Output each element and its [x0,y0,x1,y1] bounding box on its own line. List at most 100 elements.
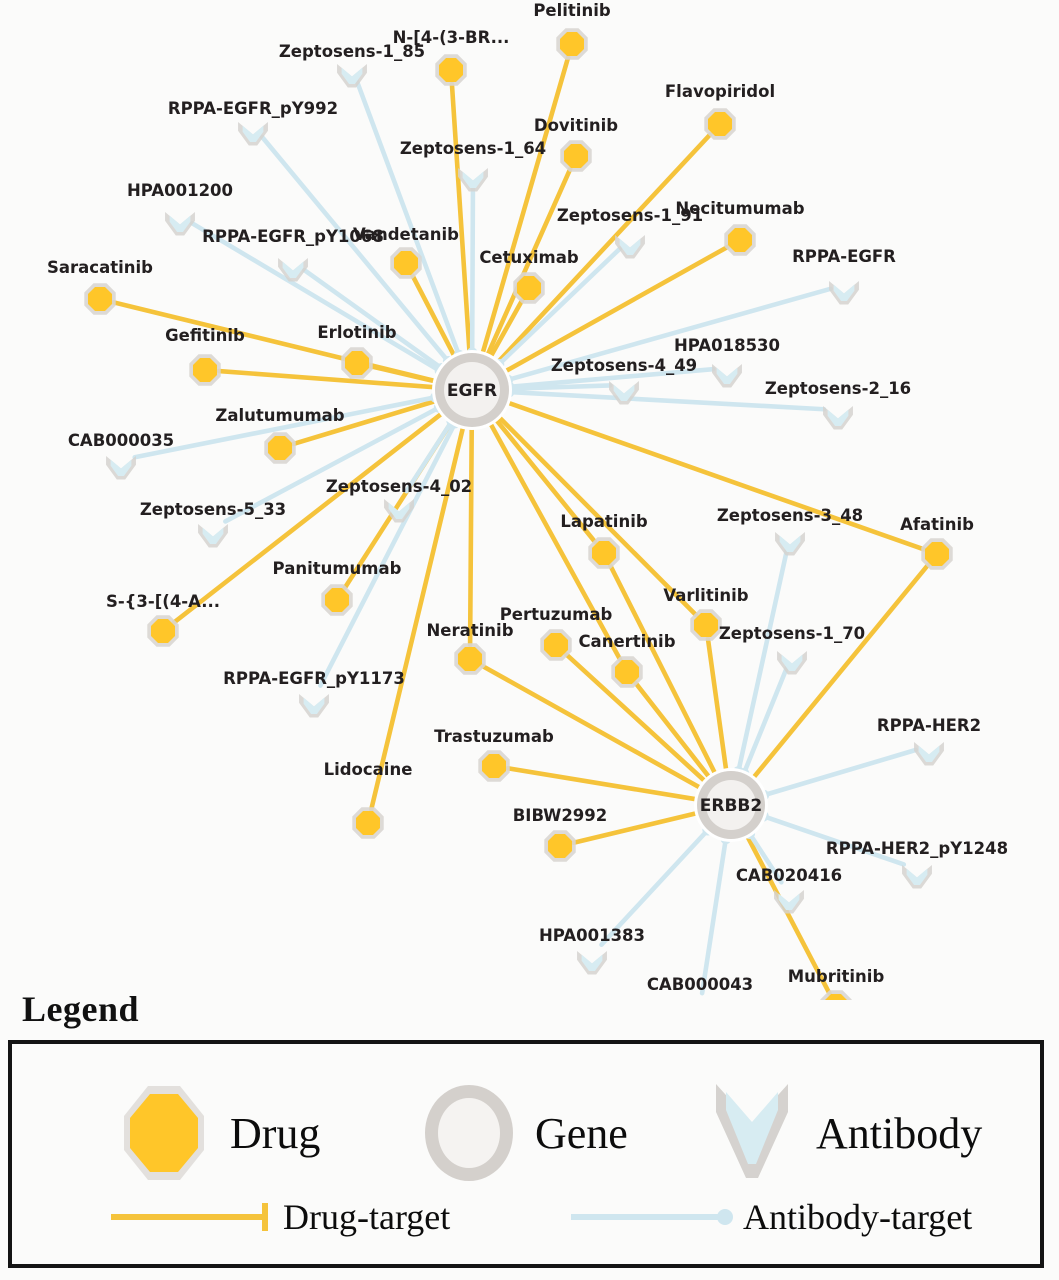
antibody-node[interactable] [238,122,268,146]
drug-node[interactable] [556,28,588,60]
drug-node-label: Dovitinib [534,116,618,135]
edge [705,636,729,773]
drug-node-label: Vandetanib [353,225,459,244]
drug-node-label: N-[4-(3-BR... [393,28,510,47]
antibody-node-label: Zeptosens-3_48 [717,506,863,525]
drug-node[interactable] [704,108,736,140]
edge [223,405,441,524]
drug-node[interactable] [189,354,221,386]
legend-item-gene: Gene [417,1078,628,1188]
antibody-node-label: RPPA-EGFR_pY1173 [223,669,405,688]
edge [741,665,790,775]
antibody-node[interactable] [712,364,742,388]
antibody-node[interactable] [198,524,228,548]
edge [495,131,713,365]
drug-node[interactable] [820,990,852,1000]
antibody-node[interactable] [829,281,859,305]
drug-node[interactable] [921,538,953,570]
antibody-node[interactable] [106,456,136,480]
drug-node[interactable] [435,54,467,86]
legend-box: Drug Gene Antibody [8,1040,1044,1268]
drug-node-label: Pertuzumab [500,605,613,624]
edge [507,389,827,412]
drug-node[interactable] [611,656,643,688]
edge [747,832,784,885]
drug-node-label: Pelitinib [533,1,611,20]
edge [132,395,438,460]
edge [259,134,451,364]
gene-node-label: ERBB2 [700,796,762,816]
edge [761,814,907,867]
drug-node-label: Neratinib [426,621,513,640]
gene-node[interactable] [694,768,768,842]
edge [750,562,931,781]
drug-node[interactable] [352,807,384,839]
antibody-node[interactable] [384,499,414,523]
drug-icon [124,1086,204,1180]
drug-node[interactable] [588,537,620,569]
network-graph-canvas: Pelitinib N-[4-(3-BR... Flavopiridol Doviti… [47,1,1008,1000]
drug-node[interactable] [724,224,756,256]
legend-item-antibody: Antibody [702,1078,982,1188]
drug-node[interactable] [513,272,545,304]
antibody-node[interactable] [914,742,944,766]
antibody-node[interactable] [337,64,367,88]
antibody-node-label: RPPA-EGFR [792,247,896,266]
antibody-node[interactable] [278,258,308,282]
antibody-node[interactable] [823,406,853,430]
nodes-layer [84,28,953,1000]
antibody-node[interactable] [775,532,805,556]
antibody-node[interactable] [777,651,807,675]
antibody-node[interactable] [577,951,607,975]
edge [216,368,437,390]
antibody-node-label: Zeptosens-1_91 [557,206,703,225]
drug-node[interactable] [540,629,572,661]
drug-node[interactable] [321,584,353,616]
drug-node[interactable] [454,643,486,675]
antibody-node[interactable] [299,694,329,718]
edge [505,400,927,552]
edge [496,414,699,618]
drug-node-label: BIBW2992 [513,806,608,825]
drug-node-label: Erlotinib [317,323,396,342]
antibody-node[interactable] [615,235,645,259]
edge [479,663,703,791]
drug-node[interactable] [264,432,296,464]
gene-icon [425,1085,513,1181]
antibody-node[interactable] [165,212,195,236]
drug-node-label: Zalutumumab [215,406,344,425]
legend-label-drug: Drug [230,1108,321,1158]
antibody-target-edge-icon [571,1209,733,1225]
drug-node-label: Mubritinib [788,967,885,986]
drug-node[interactable] [147,615,179,647]
edge [488,297,525,360]
drug-node[interactable] [690,609,722,641]
drug-node[interactable] [390,247,422,279]
drug-node-label: Panitumumab [273,559,402,578]
edge [449,81,472,355]
drug-node-label: Varlitinib [663,586,748,605]
antibody-node-label: HPA001200 [127,181,233,200]
edge [564,652,708,784]
edge [744,833,832,996]
drug-node[interactable] [84,283,116,315]
legend-label-antibody-target: Antibody-target [743,1197,973,1237]
antibody-node[interactable] [609,381,639,405]
edge [505,765,699,802]
gene-node[interactable] [432,350,512,430]
edge [485,166,573,358]
drug-node[interactable] [478,750,510,782]
antibody-node[interactable] [458,168,488,192]
edge [608,563,718,777]
edge [404,419,454,494]
drug-node[interactable] [341,347,373,379]
edge [736,547,790,774]
drug-node[interactable] [560,140,592,172]
edge [502,244,731,374]
edge [467,425,475,648]
antibody-node[interactable] [902,865,932,889]
antibody-node[interactable] [774,890,804,914]
antibody-icon [716,1084,788,1178]
drug-node[interactable] [544,830,576,862]
gene-node-label: EGFR [447,381,497,401]
